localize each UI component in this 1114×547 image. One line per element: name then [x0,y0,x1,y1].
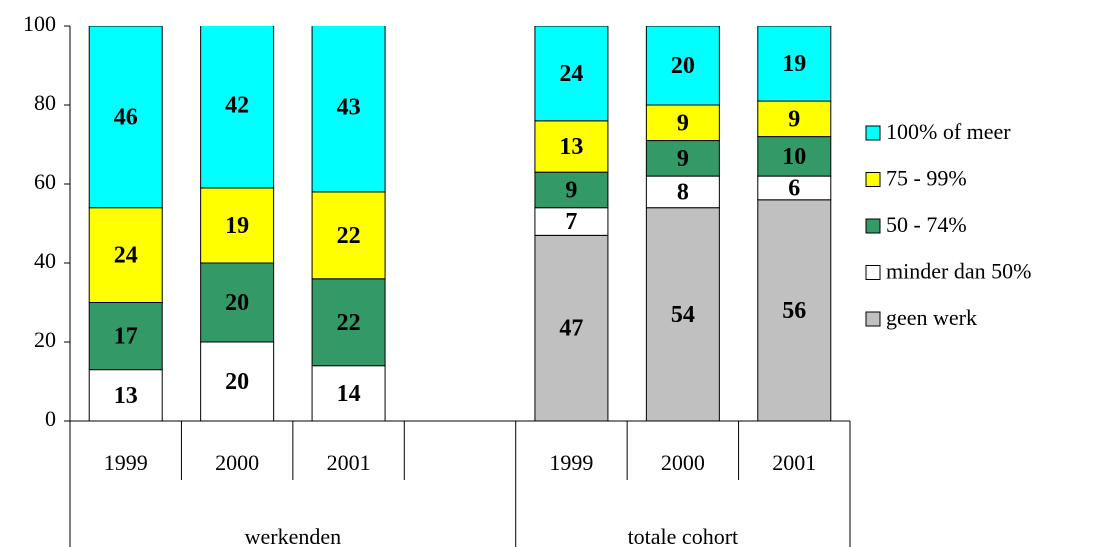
bar-segment [534,26,609,122]
legend-label: 75 - 99% [886,166,967,191]
bar-segment [645,207,720,422]
legend-label: geen werk [886,305,977,330]
x-tick-label: 2000 [215,450,259,475]
bar-segment [757,136,832,177]
data-label: 42 [225,93,249,119]
bar-segment [645,104,720,142]
legend-label: 100% of meer [886,119,1011,144]
data-label: 8 [677,179,689,205]
bar-segment [88,302,163,371]
data-label: 54 [671,302,695,328]
y-tick-label: 100 [23,11,56,36]
bar-segment [645,26,720,106]
bar-segment [88,26,163,209]
data-label: 19 [782,51,806,77]
bar-segment [311,26,386,193]
data-label: 7 [565,209,577,235]
bar-segment [645,140,720,177]
plot-area [88,26,832,422]
y-tick-label: 40 [34,248,56,273]
y-tick-label: 60 [34,169,56,194]
data-label: 9 [788,106,800,132]
group-label: werkenden [245,524,342,547]
data-label: 20 [225,369,249,395]
data-label: 43 [337,94,361,120]
bar-segment [534,120,609,173]
data-label: 24 [559,61,583,87]
bar-segment [757,26,832,102]
data-label: 6 [788,175,800,201]
data-label: 13 [559,134,583,160]
legend-swatch [865,265,881,280]
x-tick-label: 2001 [772,450,816,475]
data-label: 13 [114,383,138,409]
bar-segment [534,171,609,209]
x-tick-label: 1999 [549,450,593,475]
y-tick-label: 80 [34,90,56,115]
legend-swatch [865,125,881,141]
bar-segment [645,175,720,209]
bar-segment [200,187,275,264]
data-label: 14 [337,381,361,407]
x-tick-label: 2001 [327,450,371,475]
data-label: 19 [225,213,249,239]
bar-segment [534,234,609,422]
legend-swatch [865,172,881,187]
legend-swatch [865,218,881,234]
data-label: 56 [782,298,806,324]
data-label: 9 [677,146,689,172]
bar-segment [88,369,163,422]
bar-segment [757,199,832,422]
group-label: totale cohort [628,524,739,547]
data-label: 9 [677,110,689,136]
x-tick-label: 2000 [661,450,705,475]
data-label: 17 [114,324,138,350]
bar-segment [200,26,275,189]
data-label: 22 [337,310,361,336]
data-label: 46 [114,104,138,130]
bar-segment [200,341,275,422]
data-label: 20 [671,53,695,79]
data-label: 10 [782,144,806,170]
legend-swatch [865,311,881,327]
legend-label: minder dan 50% [886,259,1031,284]
bar-segment [311,278,386,367]
y-tick-label: 20 [34,327,56,352]
bar-segment [534,207,609,236]
legend-label: 50 - 74% [886,212,967,237]
bar-segment [311,191,386,280]
data-label: 20 [225,290,249,316]
bar-segment [757,100,832,138]
x-tick-label: 1999 [104,450,148,475]
y-tick-label: 0 [45,406,56,431]
data-label: 22 [337,223,361,249]
data-label: 9 [565,177,577,203]
bar-segment [200,262,275,343]
data-label: 24 [114,243,138,269]
data-label: 47 [559,316,583,342]
